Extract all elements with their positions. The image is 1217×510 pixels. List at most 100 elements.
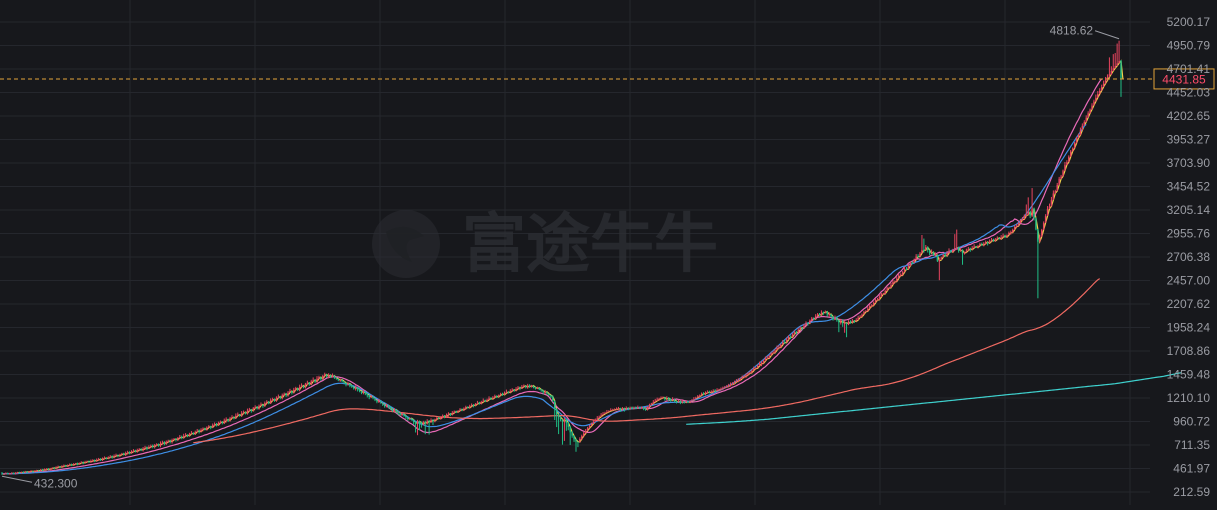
candle: [132, 449, 135, 453]
y-tick-label: 2457.00: [1167, 274, 1211, 288]
candle-body: [706, 392, 709, 394]
candle-body: [928, 250, 931, 254]
candle-body: [764, 358, 767, 362]
candle: [818, 312, 821, 316]
candle-body: [509, 391, 512, 393]
candle-body: [1097, 94, 1099, 98]
candle: [1070, 150, 1072, 157]
candle: [1010, 230, 1012, 235]
candle-body: [196, 430, 198, 432]
candle-body: [173, 439, 175, 441]
y-tick-label: 212.59: [1173, 485, 1210, 499]
moving-average-line: [1, 123, 1087, 475]
candle-body: [863, 311, 865, 315]
candle-body: [360, 390, 363, 393]
candle: [642, 406, 645, 411]
candle-body: [378, 400, 380, 402]
candle: [152, 444, 154, 449]
candle: [333, 375, 336, 379]
candle-body: [217, 423, 220, 426]
candle-body: [644, 408, 647, 410]
candle: [238, 414, 241, 417]
candle-body: [467, 407, 469, 408]
candle-body: [9, 473, 11, 475]
candle-body: [627, 408, 629, 409]
candle: [559, 416, 562, 422]
candle: [128, 451, 131, 455]
candle-body: [74, 463, 77, 465]
candle-body: [554, 400, 556, 410]
candle-body: [194, 431, 196, 434]
candle: [882, 292, 885, 295]
candle: [849, 320, 852, 324]
candle-body: [1012, 229, 1014, 233]
candle: [793, 330, 796, 335]
candle: [337, 378, 340, 382]
candle-body: [260, 404, 262, 406]
candle: [1035, 217, 1037, 231]
candle-body: [432, 420, 434, 422]
candle-body: [716, 390, 718, 392]
candle: [119, 453, 121, 457]
candle: [718, 388, 720, 392]
candle: [971, 246, 973, 250]
candle: [824, 310, 827, 314]
candle-body: [306, 382, 309, 385]
candle: [1085, 115, 1087, 123]
candle-body: [685, 401, 687, 403]
candle: [865, 310, 867, 313]
candle: [47, 468, 50, 471]
candle-body: [666, 398, 668, 400]
candle: [840, 318, 842, 325]
candle: [192, 432, 195, 435]
candle: [190, 431, 193, 435]
candle: [480, 400, 483, 405]
candle: [905, 267, 908, 271]
candle: [343, 381, 345, 384]
candle-body: [542, 390, 544, 393]
candle-body: [1079, 130, 1082, 136]
candle-body: [836, 317, 838, 321]
candle: [872, 301, 875, 306]
candle: [633, 406, 635, 410]
candle-body: [142, 448, 144, 450]
candle-body: [186, 435, 189, 436]
candle-body: [610, 410, 612, 412]
candle-body: [753, 368, 755, 371]
candle: [428, 420, 430, 435]
candle: [393, 408, 396, 413]
candle-body: [457, 410, 459, 413]
candle-body: [349, 383, 351, 386]
candle: [177, 436, 179, 442]
candle: [66, 464, 69, 467]
y-tick-label: 4202.65: [1167, 109, 1211, 123]
candle: [389, 406, 392, 410]
candle-body: [229, 418, 231, 421]
candle-body: [59, 466, 61, 468]
candle: [1006, 234, 1008, 238]
candle-body: [351, 385, 353, 387]
candle: [919, 251, 921, 257]
candle: [161, 440, 164, 445]
candle-body: [488, 398, 490, 400]
candle: [507, 391, 510, 394]
candle: [1021, 217, 1024, 222]
candle-body: [97, 459, 100, 461]
candle: [992, 238, 995, 242]
candle-body: [577, 441, 579, 443]
candle-body: [494, 396, 496, 398]
candle: [148, 445, 150, 449]
candle: [358, 388, 361, 393]
candle-body: [511, 389, 513, 392]
candle: [731, 382, 734, 386]
candle: [275, 396, 278, 402]
candle-body: [766, 358, 769, 360]
candle: [917, 254, 919, 258]
candle-body: [113, 456, 115, 458]
high-marker-line: [1094, 30, 1120, 40]
candle: [223, 418, 225, 424]
candle: [1000, 235, 1002, 240]
candle-body: [849, 321, 852, 323]
